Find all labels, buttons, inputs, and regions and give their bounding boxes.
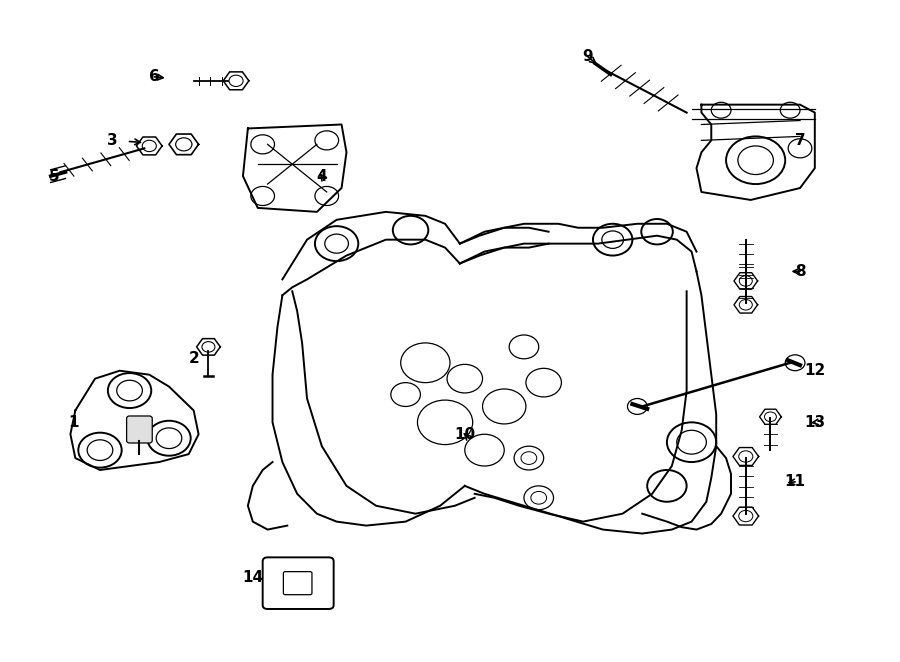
Text: 3: 3 bbox=[107, 133, 118, 148]
Text: 11: 11 bbox=[785, 475, 806, 489]
Text: 4: 4 bbox=[317, 169, 327, 183]
Text: 14: 14 bbox=[242, 570, 264, 585]
Text: 1: 1 bbox=[68, 415, 78, 430]
Text: 10: 10 bbox=[454, 427, 475, 442]
Text: 7: 7 bbox=[795, 133, 806, 148]
FancyBboxPatch shape bbox=[127, 416, 152, 443]
Text: 6: 6 bbox=[148, 70, 159, 84]
Text: 8: 8 bbox=[795, 264, 806, 279]
Text: 12: 12 bbox=[805, 363, 825, 378]
Text: 13: 13 bbox=[805, 415, 825, 430]
Text: 5: 5 bbox=[49, 169, 59, 183]
Text: 9: 9 bbox=[582, 50, 593, 64]
Text: 2: 2 bbox=[188, 352, 199, 366]
